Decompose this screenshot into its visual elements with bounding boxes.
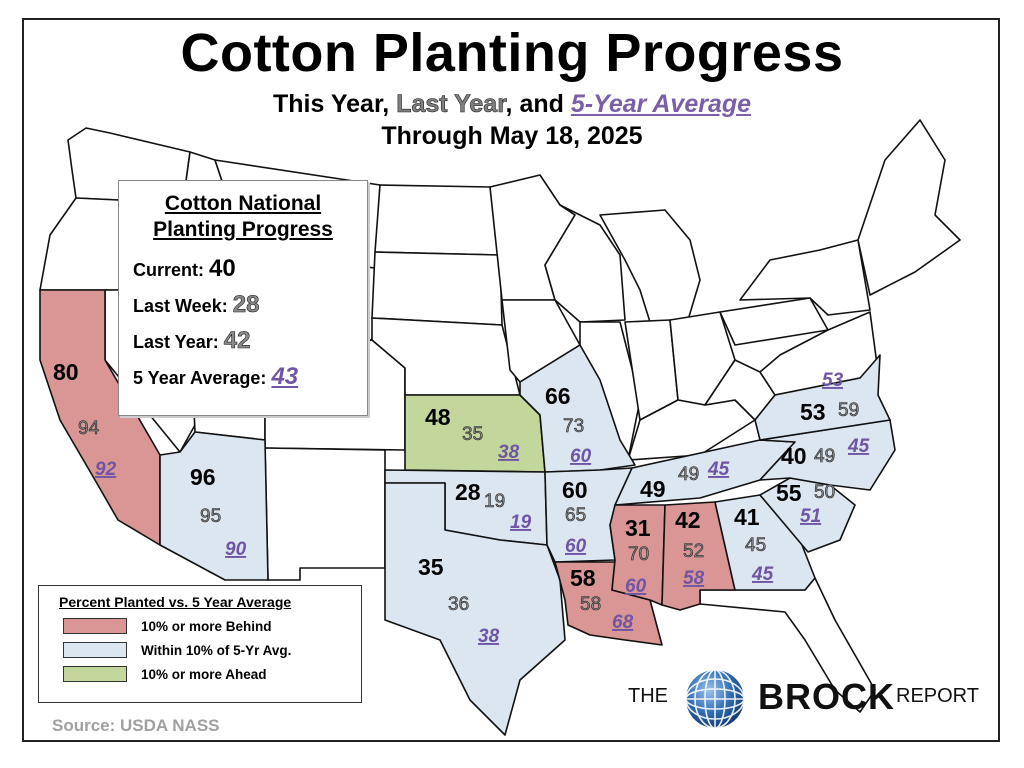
state-missouri — [519, 344, 636, 473]
south-carolina-last-year: 50 — [814, 482, 835, 503]
source-note: Source: USDA NASS — [52, 716, 220, 735]
legend-item-behind: 10% or more Behind — [63, 618, 361, 634]
arizona-current: 96 — [190, 464, 216, 490]
state-arizona — [159, 431, 269, 581]
legend: Percent Planted vs. 5 Year Average 10% o… — [38, 585, 362, 703]
oklahoma-average: 19 — [510, 512, 532, 533]
tennessee-average: 45 — [707, 459, 730, 480]
tennessee-last-year: 49 — [678, 464, 699, 485]
legend-label-within: Within 10% of 5-Yr Avg. — [141, 642, 292, 658]
logo-name: BROCK — [758, 676, 895, 717]
arizona-last-year: 95 — [200, 506, 221, 527]
missouri-last-year: 73 — [563, 416, 584, 437]
state-texas — [384, 482, 566, 736]
legend-label-ahead: 10% or more Ahead — [141, 666, 267, 682]
georgia-average: 45 — [751, 564, 774, 585]
national-current-value: 40 — [209, 255, 236, 282]
legend-item-within: Within 10% of 5-Yr Avg. — [63, 642, 361, 658]
subtitle-average: 5-Year Average — [570, 90, 752, 118]
alabama-current: 42 — [675, 507, 701, 533]
virginia-average: 53 — [822, 370, 844, 391]
subtitle-this-year: This Year, — [272, 90, 397, 118]
missouri-average: 60 — [570, 446, 592, 467]
oklahoma-current: 28 — [455, 479, 481, 505]
kansas-last-year: 35 — [462, 424, 483, 445]
national-progress-box: Cotton National Planting Progress Curren… — [118, 180, 368, 416]
oklahoma-last-year: 19 — [484, 491, 505, 512]
california-average: 92 — [95, 459, 117, 480]
national-average-label: 5 Year Average: — [133, 368, 267, 388]
subtitle-and: , and — [505, 90, 571, 118]
alabama-last-year: 52 — [683, 541, 704, 562]
state-new-mexico — [264, 447, 386, 581]
georgia-last-year: 45 — [745, 535, 766, 556]
national-last-year-value: 42 — [223, 327, 251, 355]
state-north-carolina — [759, 419, 896, 491]
north-carolina-current: 40 — [781, 443, 807, 469]
state-california — [39, 289, 161, 546]
state-new-england — [857, 119, 961, 296]
brock-report-logo: THE BROCK REPORT — [628, 668, 988, 730]
national-title: Cotton National Planting Progress — [119, 191, 367, 243]
state-north-dakota — [374, 184, 501, 256]
national-last-year-row: Last Year: 42 — [133, 323, 367, 359]
tennessee-current: 49 — [640, 476, 666, 502]
mississippi-last-year: 70 — [628, 544, 649, 565]
state-new-york — [739, 239, 871, 316]
mississippi-current: 31 — [625, 515, 651, 541]
chart-date: Through May 18, 2025 — [381, 122, 643, 150]
globe-icon — [685, 669, 745, 729]
arkansas-average: 60 — [565, 536, 587, 557]
legend-swatch-ahead — [63, 666, 127, 682]
national-title-line1: Cotton National — [164, 192, 322, 215]
state-virginia — [754, 354, 891, 441]
arkansas-current: 60 — [562, 477, 588, 503]
legend-item-ahead: 10% or more Ahead — [63, 666, 361, 682]
national-last-week-value: 28 — [232, 291, 260, 319]
national-current-label: Current: — [133, 260, 204, 280]
louisiana-last-year: 58 — [580, 594, 601, 615]
legend-swatch-behind — [63, 618, 127, 634]
legend-swatch-within — [63, 642, 127, 658]
louisiana-average: 68 — [612, 612, 634, 633]
arkansas-last-year: 65 — [565, 505, 586, 526]
california-current: 80 — [53, 359, 79, 385]
logo-report: REPORT — [896, 685, 979, 707]
national-last-week-label: Last Week: — [133, 296, 228, 316]
national-last-week-row: Last Week: 28 — [133, 287, 367, 323]
national-title-line2: Planting Progress — [153, 218, 333, 241]
logo-the: THE — [628, 685, 668, 707]
cotton-states — [39, 289, 896, 736]
georgia-current: 41 — [734, 504, 760, 530]
national-average-value: 43 — [271, 363, 299, 390]
state-labels: 80 94 92 96 95 90 48 35 38 28 19 19 35 3… — [53, 359, 870, 647]
national-last-year-label: Last Year: — [133, 332, 219, 352]
kansas-average: 38 — [498, 442, 520, 463]
missouri-current: 66 — [545, 383, 571, 409]
california-last-year: 94 — [78, 418, 100, 439]
virginia-current: 53 — [800, 399, 826, 425]
texas-last-year: 36 — [448, 594, 469, 615]
subtitle-last-year: Last Year — [396, 90, 506, 119]
louisiana-current: 58 — [570, 565, 596, 591]
north-carolina-last-year: 49 — [814, 446, 835, 467]
north-carolina-average: 45 — [847, 436, 870, 457]
chart-title: Cotton Planting Progress — [180, 23, 844, 83]
texas-average: 38 — [478, 626, 500, 647]
legend-title: Percent Planted vs. 5 Year Average — [59, 594, 292, 610]
south-carolina-current: 55 — [776, 480, 802, 506]
texas-current: 35 — [418, 554, 444, 580]
state-south-dakota — [371, 251, 503, 326]
virginia-last-year: 59 — [838, 400, 859, 421]
national-average-row: 5 Year Average: 43 — [133, 359, 367, 395]
national-current-row: Current: 40 — [133, 251, 367, 287]
arizona-average: 90 — [225, 539, 247, 560]
chart-subtitle: This Year, Last Year, and 5-Year Average — [0, 90, 1024, 119]
legend-label-behind: 10% or more Behind — [141, 618, 272, 634]
kansas-current: 48 — [425, 404, 451, 430]
alabama-average: 58 — [683, 568, 705, 589]
south-carolina-average: 51 — [800, 506, 821, 527]
mississippi-average: 60 — [625, 576, 647, 597]
